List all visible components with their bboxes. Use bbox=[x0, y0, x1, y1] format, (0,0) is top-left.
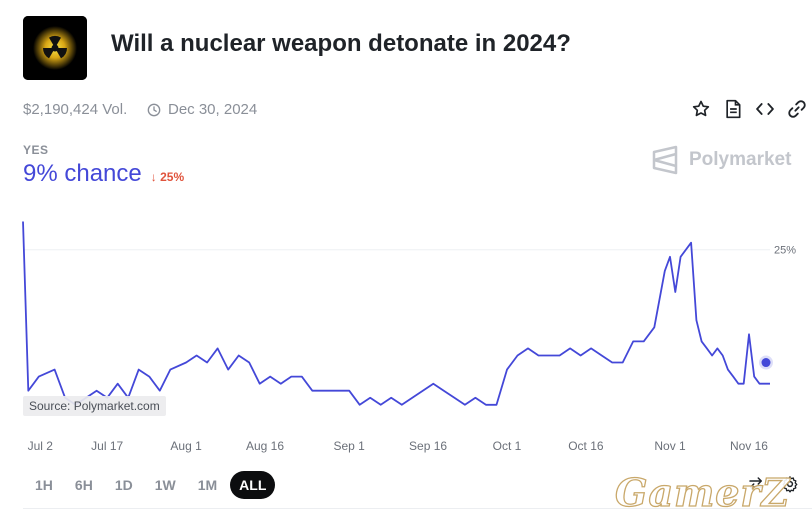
range-button-6h[interactable]: 6H bbox=[74, 477, 93, 493]
x-tick-label: Nov 1 bbox=[654, 439, 686, 453]
divider bbox=[23, 508, 812, 509]
x-tick-label: Aug 16 bbox=[246, 439, 284, 453]
gamerz-watermark: GamerZ bbox=[614, 469, 791, 515]
code-embed-icon bbox=[756, 103, 774, 115]
swap-arrows-icon bbox=[749, 477, 763, 491]
rules-button[interactable] bbox=[722, 98, 744, 120]
chance-row: 9% chance ↓ 25% bbox=[23, 160, 184, 188]
x-tick-label: Nov 16 bbox=[730, 439, 768, 453]
volume-text: $2,190,424 Vol. bbox=[23, 101, 128, 118]
source-note: Source: Polymarket.com bbox=[23, 396, 166, 416]
chart-settings-button[interactable] bbox=[780, 474, 800, 494]
market-thumbnail bbox=[23, 16, 87, 80]
chance-change: ↓ 25% bbox=[151, 170, 184, 184]
outcome-label: YES bbox=[23, 143, 49, 157]
polymarket-logo-icon bbox=[652, 145, 678, 175]
end-date-text: Dec 30, 2024 bbox=[168, 101, 258, 118]
y-tick-label: 25% bbox=[774, 245, 796, 257]
range-button-1h[interactable]: 1H bbox=[35, 477, 53, 493]
chance-change-value: 25% bbox=[160, 170, 185, 184]
range-button-all[interactable]: ALL bbox=[230, 471, 276, 499]
gear-icon bbox=[782, 476, 798, 493]
x-tick-label: Sep 1 bbox=[333, 439, 365, 453]
time-range-selector: 1H 6H 1D 1W 1M ALL bbox=[26, 471, 276, 499]
star-icon bbox=[692, 100, 710, 117]
document-icon bbox=[726, 99, 741, 119]
radiation-icon bbox=[23, 16, 87, 80]
x-tick-label: Sep 16 bbox=[409, 439, 447, 453]
x-tick-label: Oct 1 bbox=[493, 439, 522, 453]
clock-icon bbox=[147, 103, 161, 116]
swap-outcome-button[interactable] bbox=[746, 474, 766, 494]
range-button-1w[interactable]: 1W bbox=[154, 477, 176, 493]
arrow-down-icon: ↓ bbox=[150, 170, 157, 184]
x-tick-label: Aug 1 bbox=[170, 439, 202, 453]
link-icon bbox=[788, 100, 806, 118]
market-title: Will a nuclear weapon detonate in 2024? bbox=[111, 30, 571, 57]
range-button-1d[interactable]: 1D bbox=[114, 477, 133, 493]
polymarket-brand: Polymarket bbox=[651, 145, 791, 175]
range-button-1m[interactable]: 1M bbox=[197, 477, 218, 493]
chance-value: 9% chance bbox=[23, 160, 142, 187]
series-line bbox=[22, 221, 770, 406]
market-actions bbox=[690, 98, 808, 120]
x-tick-label: Jul 17 bbox=[91, 439, 123, 453]
price-chart[interactable]: 25% Jul 2 Jul 17 Aug 1 Aug 16 Sep 1 Sep 16 Oct … bbox=[0, 200, 812, 462]
embed-button[interactable] bbox=[754, 98, 776, 120]
end-date: Dec 30, 2024 bbox=[147, 101, 257, 118]
x-tick-label: Oct 16 bbox=[568, 439, 604, 453]
bookmark-button[interactable] bbox=[690, 98, 712, 120]
copy-link-button[interactable] bbox=[786, 98, 808, 120]
chart-tools bbox=[746, 474, 800, 494]
brand-name: Polymarket bbox=[689, 149, 792, 170]
x-tick-label: Jul 2 bbox=[28, 439, 54, 453]
last-point-marker bbox=[761, 358, 771, 368]
